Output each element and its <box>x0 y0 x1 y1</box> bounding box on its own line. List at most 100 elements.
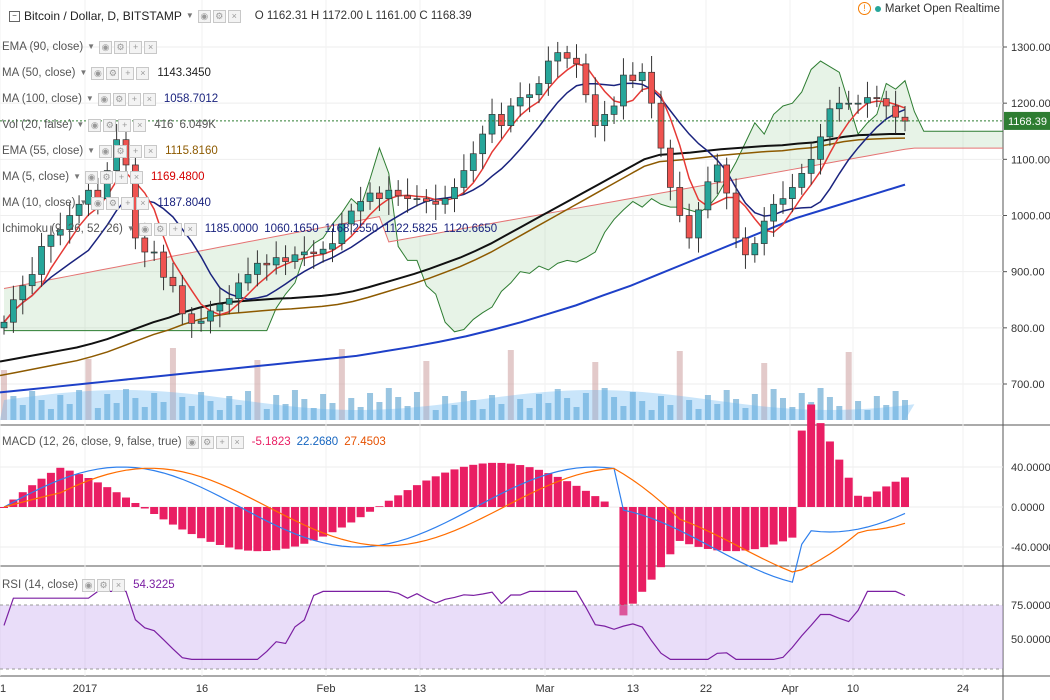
warning-icon[interactable]: ! <box>857 2 871 15</box>
eye-icon[interactable]: ◉ <box>185 435 199 449</box>
eye-icon[interactable]: ◉ <box>82 578 96 592</box>
volume-bar <box>883 405 890 420</box>
candle-body <box>282 257 289 262</box>
candle-body <box>319 248 327 255</box>
chevron-down-icon[interactable]: ▼ <box>87 146 96 155</box>
close-icon[interactable]: × <box>133 118 147 132</box>
indicator-buttons[interactable]: ◉ ⚙ + × <box>88 118 148 132</box>
candle-body <box>188 313 196 324</box>
add-icon[interactable]: + <box>118 118 132 132</box>
settings-icon[interactable]: ⚙ <box>106 196 120 210</box>
chevron-down-icon[interactable]: ▼ <box>79 198 88 207</box>
add-icon[interactable]: + <box>129 40 143 54</box>
add-icon[interactable]: + <box>121 66 135 80</box>
add-icon[interactable]: + <box>168 222 182 236</box>
indicator-buttons[interactable]: ◉ ⚙ + × <box>99 144 159 158</box>
volume-bar <box>57 395 64 420</box>
macd-hist-bar <box>525 467 534 507</box>
volume-bar <box>254 360 261 420</box>
indicator-row[interactable]: MA (100, close) ▼ ◉ ⚙ + × 1058.7012 <box>2 92 224 106</box>
close-icon[interactable]: × <box>144 144 158 158</box>
settings-icon[interactable]: ⚙ <box>106 66 120 80</box>
indicator-row[interactable]: MA (50, close) ▼ ◉ ⚙ + × 1143.3450 <box>2 66 217 80</box>
add-icon[interactable]: + <box>127 92 141 106</box>
close-icon[interactable]: × <box>230 435 244 449</box>
ohlc-readout: O 1162.31 H 1172.00 L 1161.00 C 1168.39 <box>255 9 472 23</box>
indicator-row[interactable]: EMA (90, close) ▼ ◉ ⚙ + × <box>2 40 165 54</box>
indicator-buttons[interactable]: ◉ ⚙ + × <box>99 40 159 54</box>
indicator-row[interactable]: EMA (55, close) ▼ ◉ ⚙ + × 1115.8160 <box>2 144 224 158</box>
time-tick-label: Apr <box>781 683 798 695</box>
collapse-icon[interactable]: − <box>9 10 20 22</box>
indicator-buttons[interactable]: ◉ ⚙ + × <box>97 92 158 106</box>
add-icon[interactable]: + <box>121 196 135 210</box>
indicator-buttons[interactable]: ◉ ⚙ + × <box>138 222 199 236</box>
add-icon[interactable]: + <box>215 435 229 449</box>
indicator-row[interactable]: MA (10, close) ▼ ◉ ⚙ + × 1187.8040 <box>2 196 217 210</box>
indicator-buttons[interactable]: ◉ ⚙ + × <box>85 170 145 184</box>
close-icon[interactable]: × <box>227 9 241 23</box>
eye-icon[interactable]: ◉ <box>91 66 105 80</box>
settings-icon[interactable]: ⚙ <box>212 9 226 23</box>
close-icon[interactable]: × <box>142 92 156 106</box>
indicator-row[interactable]: Vol (20, false) ▼ ◉ ⚙ + × 416 6.049K <box>2 118 222 132</box>
eye-icon[interactable]: ◉ <box>138 222 152 236</box>
close-icon[interactable]: × <box>112 578 126 592</box>
indicator-row[interactable]: Ichimoku (9, 26, 52, 26) ▼ ◉ ⚙ + × 1185.0000 10… <box>2 222 503 236</box>
macd-tick-label: 0.0000 <box>1011 502 1045 514</box>
macd-hist-bar <box>488 462 497 507</box>
macd-hist-bar <box>441 472 450 507</box>
settings-icon[interactable]: ⚙ <box>200 435 214 449</box>
macd-hist-bar <box>159 507 168 520</box>
close-icon[interactable]: × <box>130 170 144 184</box>
indicator-buttons[interactable]: ◉ ⚙ + × <box>91 196 151 210</box>
eye-icon[interactable]: ◉ <box>85 170 99 184</box>
add-icon[interactable]: + <box>115 170 129 184</box>
volume-bar <box>498 404 505 420</box>
macd-hist-bar <box>816 423 825 507</box>
eye-icon[interactable]: ◉ <box>197 9 211 23</box>
chevron-down-icon[interactable]: ▼ <box>85 94 94 103</box>
macd-hist-bar <box>778 507 787 542</box>
macd-hist-bar <box>197 507 206 539</box>
rsi-buttons[interactable]: ◉ ⚙ × <box>82 578 127 592</box>
price-tick-label: 1300.00 <box>1011 42 1050 54</box>
chevron-down-icon[interactable]: ▼ <box>79 68 88 77</box>
close-icon[interactable]: × <box>136 66 150 80</box>
signal-line <box>3 467 906 573</box>
settings-icon[interactable]: ⚙ <box>97 578 111 592</box>
settings-icon[interactable]: ⚙ <box>112 92 126 106</box>
indicator-buttons[interactable]: ◉ ⚙ + × <box>91 66 151 80</box>
chevron-down-icon[interactable]: ▼ <box>126 224 135 233</box>
candle-body <box>629 74 637 82</box>
macd-hist-bar <box>93 482 102 507</box>
settings-icon[interactable]: ⚙ <box>153 222 167 236</box>
chevron-down-icon[interactable]: ▼ <box>185 11 194 20</box>
chevron-down-icon[interactable]: ▼ <box>73 172 82 181</box>
eye-icon[interactable]: ◉ <box>99 144 113 158</box>
close-icon[interactable]: × <box>183 222 197 236</box>
indicator-row[interactable]: MA (5, close) ▼ ◉ ⚙ + × 1169.4800 <box>2 170 211 184</box>
add-icon[interactable]: + <box>129 144 143 158</box>
eye-icon[interactable]: ◉ <box>88 118 102 132</box>
volume-bar <box>226 396 233 420</box>
settings-icon[interactable]: ⚙ <box>100 170 114 184</box>
volume-bar <box>742 408 749 420</box>
macd-buttons[interactable]: ◉ ⚙ + × <box>185 435 246 449</box>
chevron-down-icon[interactable]: ▼ <box>87 42 96 51</box>
eye-icon[interactable]: ◉ <box>91 196 105 210</box>
macd-hist-bar <box>844 477 853 507</box>
chevron-down-icon[interactable]: ▼ <box>76 120 85 129</box>
volume-bar <box>460 391 467 420</box>
settings-icon[interactable]: ⚙ <box>114 144 128 158</box>
close-icon[interactable]: × <box>144 40 158 54</box>
header-buttons[interactable]: ◉ ⚙ × <box>197 9 243 23</box>
eye-icon[interactable]: ◉ <box>99 40 113 54</box>
macd-hist-bar <box>459 466 468 507</box>
eye-icon[interactable]: ◉ <box>97 92 111 106</box>
close-icon[interactable]: × <box>136 196 150 210</box>
volume-bar <box>442 396 449 420</box>
settings-icon[interactable]: ⚙ <box>103 118 117 132</box>
settings-icon[interactable]: ⚙ <box>114 40 128 54</box>
